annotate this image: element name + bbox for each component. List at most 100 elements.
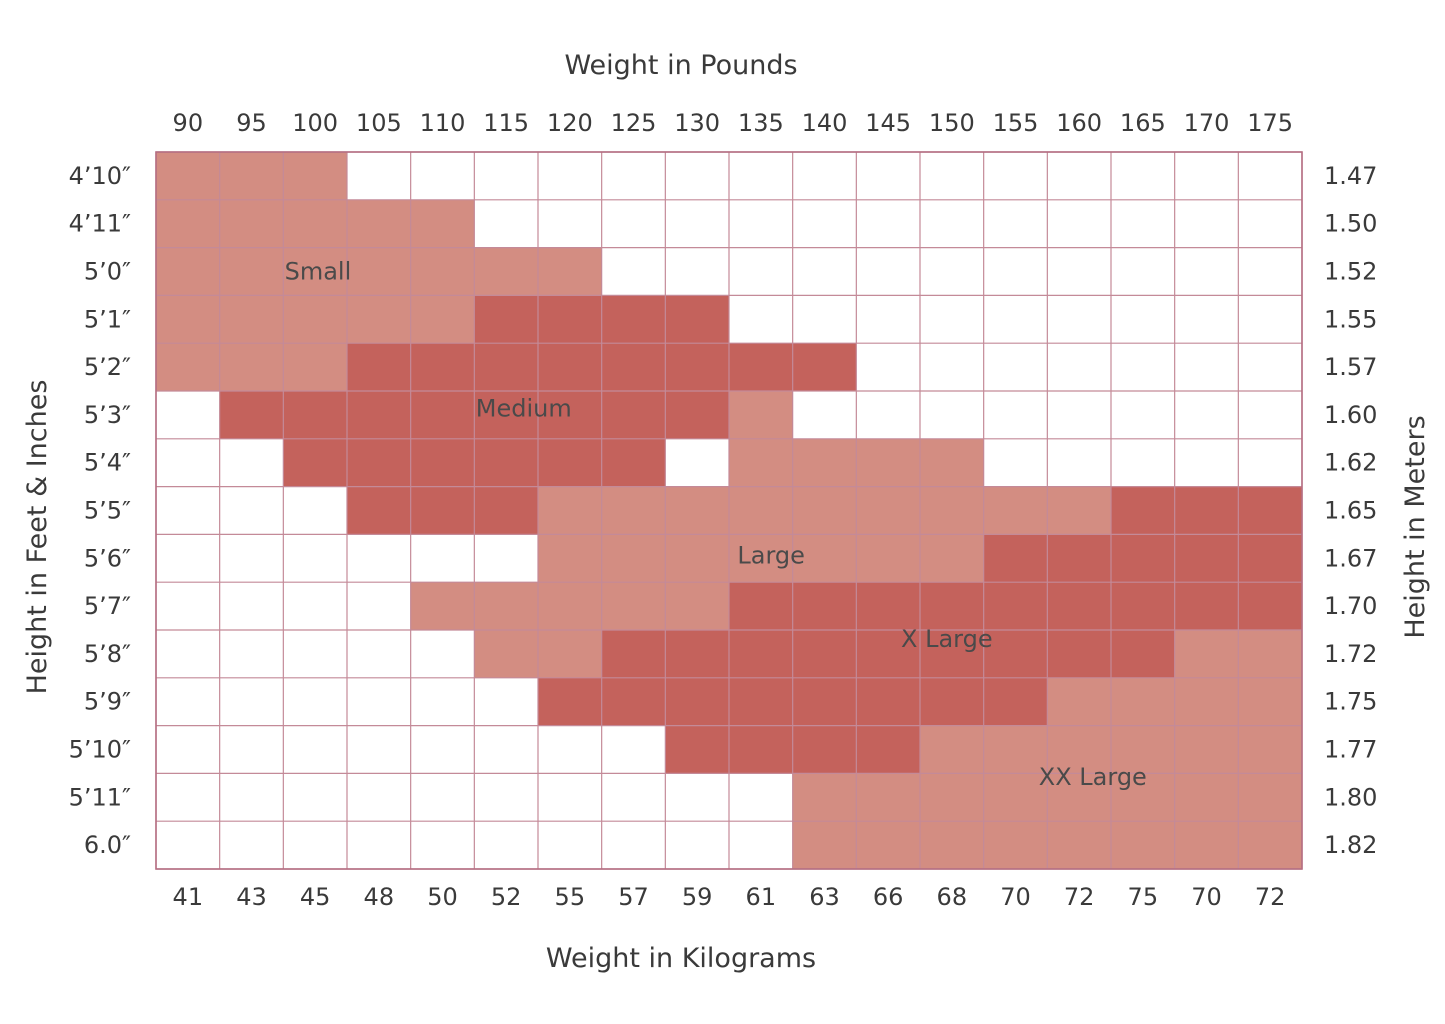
cell-xx-large: [1238, 630, 1302, 678]
tick-label-kg: 68: [937, 883, 968, 911]
tick-label-kg: 48: [364, 883, 395, 911]
cell-x-large: [1047, 582, 1111, 630]
tick-label-height-m: 1.65: [1324, 497, 1377, 525]
cell-x-large: [856, 630, 920, 678]
cell-small: [538, 247, 602, 296]
cell-xx-large: [1174, 821, 1239, 869]
tick-label-lbs: 120: [547, 109, 593, 137]
cell-large: [474, 582, 538, 630]
tick-label-height-ft: 5’1″: [84, 305, 131, 333]
cell-large: [856, 534, 920, 583]
cell-medium: [474, 295, 538, 344]
cell-small: [283, 295, 347, 344]
cell-xx-large: [920, 725, 984, 774]
cell-large: [729, 534, 793, 583]
cell-x-large: [856, 582, 920, 630]
cell-x-large: [983, 582, 1048, 630]
cell-small: [156, 343, 220, 391]
cell-medium: [601, 438, 666, 487]
cell-large: [792, 438, 857, 487]
cell-x-large: [1238, 582, 1302, 630]
cell-x-large: [1174, 582, 1239, 630]
cell-xx-large: [1111, 773, 1175, 822]
tick-label-height-m: 1.55: [1324, 305, 1377, 333]
tick-label-kg: 70: [1000, 883, 1031, 911]
cell-medium: [792, 343, 857, 391]
tick-label-height-ft: 6.0″: [84, 831, 131, 859]
tick-label-kg: 52: [491, 883, 522, 911]
cell-xx-large: [1047, 773, 1111, 822]
size-labels: Small Medium Large X Large XX Large: [285, 258, 1147, 791]
cell-x-large: [538, 677, 602, 726]
tick-label-kg: 45: [300, 883, 331, 911]
size-label-x-large: X Large: [901, 625, 993, 653]
size-label-small: Small: [285, 258, 352, 286]
cell-x-large: [792, 582, 857, 630]
tick-label-lbs: 135: [738, 109, 784, 137]
cell-x-large: [792, 677, 857, 726]
cell-medium: [219, 391, 284, 439]
cell-medium: [410, 438, 475, 487]
tick-label-lbs: 105: [356, 109, 402, 137]
right-axis-title: Height in Meters: [1400, 415, 1431, 638]
tick-label-lbs: 140: [802, 109, 848, 137]
cell-medium: [283, 391, 347, 439]
tick-label-height-m: 1.50: [1324, 210, 1377, 238]
cell-x-large: [1111, 582, 1175, 630]
tick-label-height-ft: 5’2″: [84, 353, 131, 381]
tick-label-height-ft: 5’8″: [84, 640, 131, 668]
cell-xx-large: [1238, 773, 1302, 822]
cell-x-large: [665, 725, 729, 774]
cell-xx-large: [1047, 677, 1111, 726]
tick-label-lbs: 115: [483, 109, 529, 137]
cell-x-large: [1111, 630, 1175, 678]
cell-x-large: [983, 630, 1048, 678]
tick-label-lbs: 90: [173, 109, 204, 137]
tick-label-height-ft: 5’4″: [84, 449, 131, 477]
cell-x-large: [601, 630, 666, 678]
tick-label-height-m: 1.67: [1324, 544, 1377, 572]
cell-x-large: [1047, 630, 1111, 678]
tick-label-kg: 59: [682, 883, 713, 911]
cell-large: [856, 486, 920, 535]
cell-medium: [538, 438, 602, 487]
cell-x-large: [1047, 534, 1111, 583]
cell-medium: [474, 343, 538, 391]
tick-label-kg: 61: [746, 883, 777, 911]
tick-label-kg: 63: [809, 883, 840, 911]
tick-label-lbs: 100: [292, 109, 338, 137]
tick-label-height-m: 1.75: [1324, 688, 1377, 716]
tick-label-height-ft: 5’3″: [84, 401, 131, 429]
tick-label-lbs: 160: [1056, 109, 1102, 137]
left-axis-title: Height in Feet & Inches: [22, 380, 53, 695]
cell-large: [920, 534, 984, 583]
size-label-xx-large: XX Large: [1039, 763, 1147, 791]
tick-label-height-m: 1.57: [1324, 353, 1377, 381]
cell-x-large: [1174, 486, 1239, 535]
cell-large: [729, 486, 793, 535]
tick-label-kg: 72: [1064, 883, 1095, 911]
cell-medium: [347, 438, 411, 487]
cell-large: [920, 486, 984, 535]
cell-small: [410, 247, 475, 296]
cell-x-large: [1111, 534, 1175, 583]
tick-label-height-m: 1.82: [1324, 831, 1377, 859]
tick-label-height-m: 1.60: [1324, 401, 1377, 429]
cell-xx-large: [792, 821, 857, 869]
cell-xx-large: [1174, 630, 1239, 678]
tick-label-kg: 70: [1191, 883, 1222, 911]
tick-label-height-m: 1.47: [1324, 162, 1377, 190]
cell-large: [538, 582, 602, 630]
cell-medium: [347, 486, 411, 535]
tick-label-kg: 50: [427, 883, 458, 911]
tick-label-height-ft: 5’5″: [84, 497, 131, 525]
cell-large: [729, 391, 793, 439]
cell-medium: [283, 438, 347, 487]
cell-large: [601, 486, 666, 535]
tick-label-kg: 41: [173, 883, 204, 911]
cell-large: [665, 486, 729, 535]
cell-small: [347, 199, 411, 248]
cell-medium: [347, 391, 411, 439]
top-axis-title: Weight in Pounds: [564, 50, 797, 81]
